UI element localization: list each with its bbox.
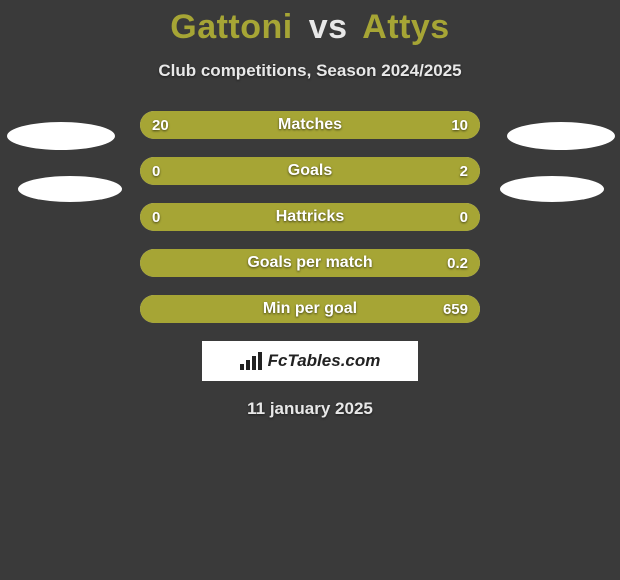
stat-value-right: 2 [460,157,468,185]
stat-fill-left [140,157,201,185]
footer-date: 11 january 2025 [0,399,620,419]
stat-row: 02Goals [140,157,480,185]
stat-value-right: 10 [451,111,468,139]
comparison-title: Gattoni vs Attys [0,0,620,47]
stats-chart: 2010Matches02Goals00Hattricks0.2Goals pe… [0,111,620,323]
stat-value-left: 0 [152,203,160,231]
stat-value-left: 20 [152,111,169,139]
subtitle: Club competitions, Season 2024/2025 [0,61,620,81]
brand-badge: FcTables.com [202,341,418,381]
stat-fill-left [140,249,480,277]
stat-value-right: 659 [443,295,468,323]
stat-value-right: 0 [460,203,468,231]
stat-fill-left [140,203,480,231]
stat-value-right: 0.2 [447,249,468,277]
brand-text: FcTables.com [268,351,381,371]
stat-row: 00Hattricks [140,203,480,231]
brand-bar-icon [240,352,262,370]
stat-row: 2010Matches [140,111,480,139]
stat-row: 659Min per goal [140,295,480,323]
player2-name: Attys [362,8,450,46]
stat-row: 0.2Goals per match [140,249,480,277]
stat-fill-right [201,157,480,185]
title-vs: vs [309,8,348,46]
stat-fill-left [140,295,480,323]
stat-value-left: 0 [152,157,160,185]
stat-fill-left [140,111,364,139]
player1-name: Gattoni [170,8,292,46]
